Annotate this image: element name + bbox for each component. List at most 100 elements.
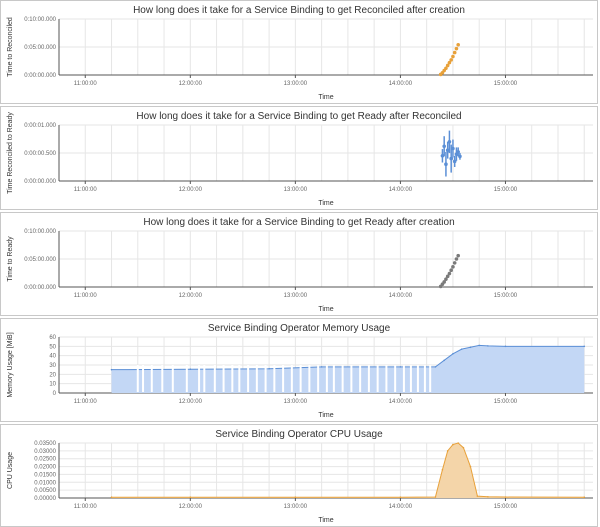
data-point [487, 345, 489, 347]
y-tick-label: 0:05:00.000 [24, 257, 56, 263]
data-gap [341, 365, 344, 392]
data-point [447, 60, 452, 65]
data-gap [264, 365, 267, 392]
x-tick-label: 12:00:00 [179, 187, 203, 193]
data-point [449, 268, 453, 272]
data-point [447, 140, 452, 144]
y-tick-label: 0.03500 [34, 441, 56, 447]
series-area [111, 345, 585, 393]
x-tick-label: 12:00:00 [179, 399, 203, 405]
chart-svg: Service Binding Operator Memory Usage Mem… [7, 323, 593, 419]
data-point [457, 442, 459, 444]
data-gap [282, 365, 285, 392]
data-point [456, 253, 460, 258]
data-point [434, 496, 437, 498]
x-tick-label: 13:00:00 [284, 81, 308, 87]
data-gap [185, 365, 188, 392]
y-tick-label: 30 [49, 363, 56, 369]
data-point [399, 366, 402, 368]
y-tick-label: 10 [49, 382, 56, 388]
y-tick-label: 0.00500 [34, 488, 56, 494]
data-gap [171, 365, 174, 392]
x-tick-label: 11:00:00 [74, 293, 98, 299]
data-gap [150, 365, 153, 392]
y-tick-label: 0:00:00.000 [24, 285, 56, 291]
chart-svg: Service Binding Operator CPU Usage CPU Us… [7, 429, 593, 524]
data-gap [325, 365, 328, 392]
data-gap [359, 365, 362, 392]
data-point [447, 271, 452, 276]
x-axis-label: Time [318, 517, 333, 524]
data-gap [231, 365, 234, 392]
y-tick-label: 40 [49, 354, 56, 360]
data-point [469, 465, 472, 468]
data-point [452, 159, 457, 164]
data-gap [255, 365, 258, 392]
data-point [469, 346, 472, 349]
x-tick-label: 12:00:00 [179, 504, 203, 510]
data-gap [423, 365, 426, 392]
data-point [444, 162, 448, 166]
data-point [110, 368, 113, 371]
chart-svg: How long does it take for a Service Bind… [7, 5, 593, 101]
data-point [449, 156, 453, 161]
data-point [452, 261, 457, 265]
data-point [446, 450, 449, 452]
data-gap [308, 365, 311, 392]
data-point [110, 496, 113, 499]
data-gap [385, 365, 388, 392]
data-point [443, 359, 445, 362]
data-point [294, 496, 297, 499]
data-point [442, 280, 446, 284]
x-tick-label: 14:00:00 [389, 187, 413, 193]
data-point [451, 54, 455, 59]
data-gap [376, 365, 379, 392]
data-point [452, 443, 454, 446]
chart-panel-reconciled: How long does it take for a Service Bind… [0, 0, 598, 104]
data-point [456, 42, 460, 47]
data-point [454, 257, 459, 261]
y-axis-label: CPU Usage [7, 452, 14, 489]
data-gap [273, 365, 276, 392]
x-tick-label: 11:00:00 [74, 81, 98, 87]
x-tick-label: 14:00:00 [389, 81, 413, 87]
y-tick-label: 0:10:00.000 [24, 229, 56, 235]
data-point [451, 146, 455, 151]
x-axis-label: Time [318, 306, 333, 313]
data-point [478, 344, 480, 347]
x-tick-label: 11:00:00 [74, 187, 98, 193]
data-point [583, 345, 586, 348]
data-point [458, 154, 462, 159]
data-point [320, 366, 323, 368]
data-point [449, 58, 453, 62]
data-point [444, 277, 448, 281]
data-gap [299, 365, 302, 392]
data-gap [394, 365, 397, 392]
data-point [445, 63, 450, 68]
data-gap [238, 365, 241, 392]
data-gap [161, 365, 164, 392]
data-point [440, 154, 445, 158]
y-tick-label: 0:00:01.000 [24, 123, 56, 129]
series-line [111, 344, 585, 371]
chart-svg: How long does it take for a Service Bind… [7, 111, 593, 207]
data-point [456, 150, 460, 154]
data-gap [247, 365, 250, 392]
data-point [452, 353, 454, 355]
data-point [434, 366, 437, 368]
chart-title: How long does it take for a Service Bind… [136, 111, 461, 122]
chart-panel-ready-after-reconciled: How long does it take for a Service Bind… [0, 106, 598, 210]
chart-panel-ready-after-creation: How long does it take for a Service Bind… [0, 212, 598, 316]
data-gap [402, 365, 405, 392]
x-axis-label: Time [318, 94, 333, 101]
x-tick-label: 15:00:00 [494, 187, 518, 193]
data-point [451, 265, 455, 269]
x-tick-label: 12:00:00 [179, 81, 203, 87]
x-tick-label: 11:00:00 [74, 399, 98, 405]
x-tick-label: 14:00:00 [389, 293, 413, 299]
chart-title: How long does it take for a Service Bind… [143, 217, 454, 228]
y-tick-label: 0:00:00.500 [24, 151, 56, 157]
x-tick-label: 11:00:00 [74, 504, 98, 510]
y-tick-label: 0 [53, 391, 57, 397]
chart-panel-cpu: Service Binding Operator CPU Usage CPU Us… [0, 424, 598, 527]
